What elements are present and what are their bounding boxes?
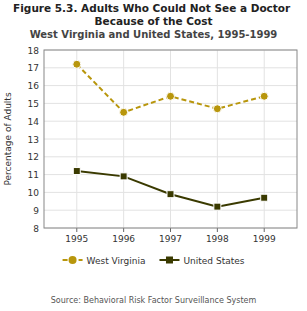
point	[214, 203, 221, 210]
legend-label: United States	[183, 256, 244, 266]
x-tick-label: 1996	[112, 234, 135, 244]
x-tick-label: 1998	[206, 234, 229, 244]
y-tick-label: 15	[28, 99, 39, 109]
x-grid-line	[76, 50, 77, 228]
plot-frame	[44, 50, 297, 228]
point	[73, 168, 80, 175]
x-grid-line	[123, 50, 124, 228]
legend-item: West Virginia	[63, 256, 146, 266]
legend-item: United States	[159, 256, 244, 266]
x-tick	[76, 228, 77, 232]
x-tick	[217, 228, 218, 232]
series-line	[77, 171, 264, 207]
y-tick-label: 14	[28, 117, 40, 127]
title-line: Figure 5.3. Adults Who Could Not See a D…	[13, 2, 294, 14]
series-line	[77, 64, 264, 112]
y-tick-label: 11	[28, 170, 39, 180]
x-tick-label: 1997	[159, 234, 182, 244]
y-tick-label: 9	[33, 206, 39, 216]
x-tick	[170, 228, 171, 232]
page: {"chart_data": {"type": "line", "title":…	[0, 0, 307, 311]
x-grid-line	[217, 50, 218, 228]
legend-label: West Virginia	[87, 256, 146, 266]
point	[261, 194, 268, 201]
legend-marker	[166, 257, 173, 264]
x-tick	[123, 228, 124, 232]
legend-marker	[69, 256, 77, 264]
x-tick-label: 1999	[253, 234, 276, 244]
axes: 8 9 10 11 12 13 14 15 16 17 18 1995 1996 1997 1998 1999…	[3, 46, 297, 245]
x-grid-line	[170, 50, 171, 228]
title-line: Because of the Cost	[95, 15, 213, 27]
y-tick-label: 10	[28, 188, 40, 198]
point	[213, 105, 221, 113]
point	[167, 92, 175, 100]
y-tick-label: 12	[28, 152, 39, 162]
legend: West Virginia United States	[63, 256, 245, 266]
point	[120, 173, 127, 180]
point	[120, 108, 128, 116]
title: Figure 5.3. Adults Who Could Not See a D…	[13, 2, 294, 27]
y-tick-label: 18	[28, 46, 40, 56]
x-tick-label: 1995	[65, 234, 88, 244]
y-tick-label: 8	[33, 224, 39, 234]
point	[260, 92, 268, 100]
point	[73, 60, 81, 68]
y-axis-label: Percentage of Adults	[3, 92, 13, 185]
chart: Figure 5.3. Adults Who Could Not See a D…	[0, 0, 307, 311]
y-tick-label: 17	[28, 63, 39, 73]
source: Source: Behavioral Risk Factor Surveilla…	[51, 296, 257, 305]
x-tick	[264, 228, 265, 232]
grid	[44, 50, 297, 228]
point	[167, 191, 174, 198]
y-tick-label: 16	[28, 81, 40, 91]
plot-data	[73, 60, 268, 210]
y-tick-label: 13	[28, 135, 39, 145]
subtitle: West Virginia and United States, 1995-19…	[30, 29, 278, 40]
